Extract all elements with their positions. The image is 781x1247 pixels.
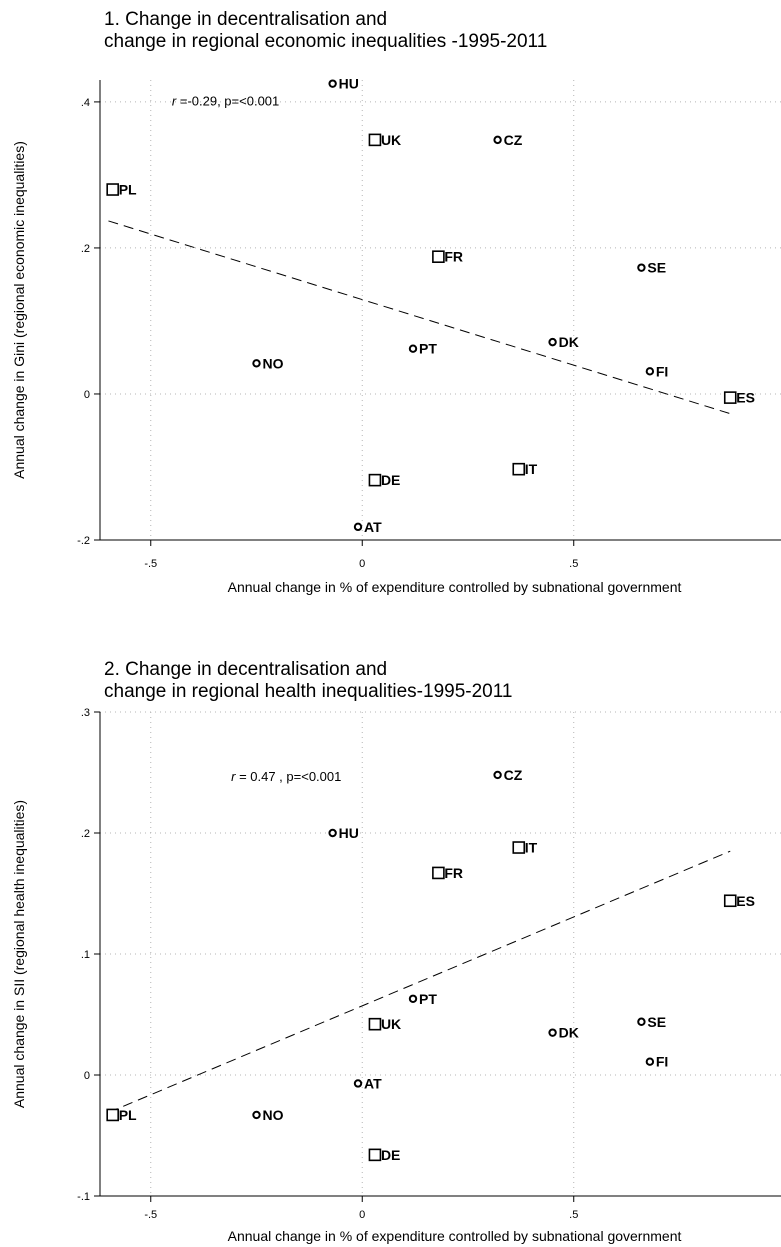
point-marker-square (512, 462, 526, 476)
y-tick-label: 0 (84, 389, 90, 401)
point-marker-circle (353, 522, 363, 532)
y-axis-title: Annual change in SII (regional health in… (11, 800, 27, 1108)
point-marker-circle (645, 367, 655, 376)
y-tick-label: -.1 (77, 1191, 90, 1203)
point-label: NO (263, 1107, 284, 1123)
point-marker-circle (353, 1079, 363, 1088)
fitted-line (108, 220, 731, 415)
y-tick-label: .2 (81, 243, 90, 255)
correlation-annotation: r = 0.47 , p=<0.001 (231, 769, 341, 784)
point-marker-circle (252, 1110, 261, 1120)
y-tick-label: 0 (84, 1070, 90, 1082)
chart-title-line: change in regional economic inequalities… (104, 31, 547, 52)
x-axis-title: Annual change in % of expenditure contro… (228, 1228, 682, 1244)
point-marker-circle (637, 1017, 646, 1026)
point-label: UK (381, 1016, 401, 1032)
point-marker-circle (637, 263, 646, 272)
point-label: FR (444, 865, 463, 881)
point-marker-circle (645, 1057, 655, 1066)
point-label: UK (381, 132, 401, 148)
chart-title-line: 1. Change in decentralisation and (104, 9, 387, 30)
point-marker-square (723, 391, 737, 404)
point-marker-circle (252, 359, 261, 368)
point-label: SE (647, 1014, 666, 1030)
point-label: IT (525, 840, 538, 856)
point-label: PL (119, 1107, 137, 1123)
correlation-annotation: r =-0.29, p=<0.001 (172, 94, 279, 109)
y-tick-label: -.2 (77, 535, 90, 547)
point-marker-square (368, 1017, 382, 1031)
panel-health-inequalities: 2. Change in decentralisation andchange … (11, 659, 781, 1244)
point-label: DE (381, 1147, 400, 1163)
point-marker-circle (408, 344, 418, 353)
point-marker-circle (493, 135, 502, 145)
point-label: FR (444, 249, 463, 265)
point-label: CZ (504, 767, 523, 783)
point-label: NO (263, 355, 284, 371)
point-marker-square (512, 841, 526, 854)
y-tick-label: .2 (81, 828, 90, 840)
correlation-symbol: r (231, 769, 236, 784)
point-label: FI (656, 1054, 668, 1070)
point-label: PL (119, 182, 137, 198)
point-marker-square (106, 1108, 119, 1122)
point-label: DE (381, 472, 400, 488)
point-label: PT (419, 991, 437, 1007)
point-marker-circle (493, 770, 502, 780)
point-marker-circle (548, 1028, 557, 1037)
point-label: ES (736, 390, 755, 406)
point-label: HU (339, 76, 359, 92)
x-axis-title: Annual change in % of expenditure contro… (228, 579, 682, 595)
y-tick-label: .3 (81, 707, 90, 719)
fitted-line (108, 850, 731, 1113)
y-tick-label: .4 (81, 97, 90, 109)
point-label: PT (419, 341, 437, 357)
point-label: FI (656, 363, 668, 379)
point-marker-square (106, 183, 119, 196)
point-label: IT (525, 461, 538, 477)
correlation-symbol: r (172, 94, 177, 109)
x-tick-label: .5 (569, 558, 578, 570)
point-marker-square (432, 250, 445, 263)
panel-economic-inequalities: 1. Change in decentralisation andchange … (11, 9, 781, 595)
correlation-value: =-0.29, p=<0.001 (176, 94, 279, 109)
chart-title-line: 2. Change in decentralisation and (104, 659, 387, 680)
point-marker-circle (328, 828, 337, 838)
chart-title-line: change in regional health inequalities-1… (104, 681, 512, 702)
point-marker-square (723, 894, 737, 908)
point-marker-square (368, 1148, 382, 1162)
correlation-value: = 0.47 , p=<0.001 (235, 769, 341, 784)
point-marker-circle (548, 337, 557, 347)
point-marker-square (368, 133, 382, 147)
point-label: CZ (504, 132, 523, 148)
point-label: SE (647, 260, 666, 276)
point-label: DK (559, 1025, 579, 1041)
point-label: DK (559, 334, 579, 350)
x-tick-label: -.5 (144, 1209, 157, 1221)
x-tick-label: 0 (359, 558, 365, 570)
point-marker-square (368, 473, 382, 487)
point-label: HU (339, 825, 359, 841)
point-marker-circle (408, 994, 418, 1003)
point-marker-circle (328, 79, 337, 88)
point-label: AT (364, 1075, 382, 1091)
point-label: AT (364, 519, 382, 535)
point-label: ES (736, 893, 755, 909)
x-tick-label: -.5 (144, 558, 157, 570)
point-marker-square (432, 866, 445, 880)
y-tick-label: .1 (81, 949, 90, 961)
x-tick-label: 0 (359, 1209, 365, 1221)
x-tick-label: .5 (569, 1209, 578, 1221)
y-axis-title: Annual change in Gini (regional economic… (11, 141, 27, 479)
